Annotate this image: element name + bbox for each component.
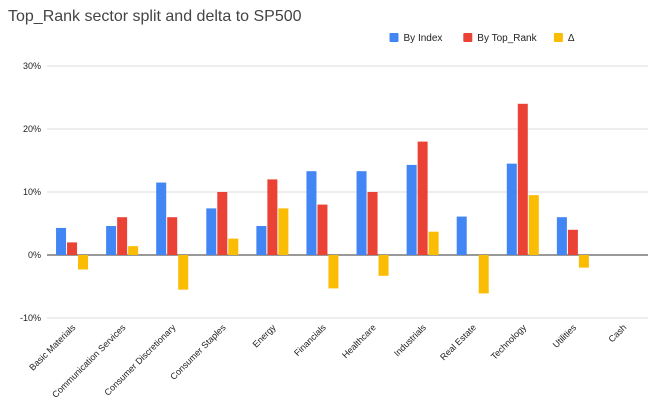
bar-delta-communication-services [128, 246, 139, 255]
legend-label: By Top_Rank [477, 33, 537, 44]
bar-by-top-rank-consumer-staples [217, 192, 228, 255]
x-tick-label: Consumer Staples [168, 322, 228, 382]
bar-by-top-rank-industrials [417, 141, 428, 255]
y-tick-label: 30% [23, 61, 41, 71]
bar-by-top-rank-basic-materials [67, 242, 78, 255]
x-tick-label: Healthcare [340, 322, 378, 360]
bar-delta-healthcare [378, 255, 389, 276]
bar-by-index-utilities [556, 217, 567, 255]
bar-delta-energy [278, 208, 289, 255]
bar-delta-utilities [578, 255, 589, 268]
bar-by-top-rank-financials [317, 204, 328, 255]
bar-by-index-real-estate [456, 216, 467, 255]
x-tick-label: Industrials [392, 322, 428, 358]
bar-group-consumer-discretionary [156, 182, 189, 290]
bar-group-industrials [406, 141, 439, 255]
x-tick-label: Basic Materials [27, 322, 78, 373]
bar-group-consumer-staples [206, 192, 239, 255]
legend-label: By Index [404, 33, 443, 44]
bar-by-index-energy [256, 226, 267, 255]
bar-by-index-industrials [406, 164, 417, 255]
bar-by-top-rank-technology [517, 103, 528, 255]
bar-group-healthcare [356, 171, 389, 276]
legend-label: Δ [568, 33, 575, 44]
bar-by-index-technology [506, 163, 517, 255]
bar-by-top-rank-consumer-discretionary [167, 217, 178, 255]
legend-swatch [463, 33, 473, 42]
bar-by-top-rank-utilities [567, 229, 578, 255]
x-tick-label: Real Estate [438, 322, 478, 362]
bar-delta-basic-materials [78, 255, 89, 270]
legend-swatch [553, 33, 563, 42]
legend: By Index By Top_Rank Δ [389, 33, 575, 44]
bar-group-technology [506, 103, 539, 255]
x-tick-label: Technology [489, 322, 529, 362]
x-tick-label: Financials [292, 322, 328, 358]
y-tick-label: -10% [20, 313, 41, 323]
bar-delta-financials [328, 255, 339, 289]
bar-by-index-healthcare [356, 171, 367, 255]
bar-group-utilities [556, 217, 589, 268]
bar-group-communication-services [106, 217, 139, 255]
bar-delta-consumer-staples [228, 238, 239, 255]
bar-delta-consumer-discretionary [178, 255, 189, 290]
legend-item-delta: Δ [553, 33, 575, 44]
bar-group-energy [256, 179, 289, 255]
chart-title: Top_Rank sector split and delta to SP500 [8, 8, 302, 25]
bars-layer [56, 103, 589, 294]
bar-delta-real-estate [478, 255, 489, 294]
x-tick-label: Utilities [551, 322, 579, 350]
legend-item-by-top-rank: By Top_Rank [463, 33, 538, 44]
legend-item-by-index: By Index [389, 33, 443, 44]
legend-swatch [389, 33, 399, 42]
bar-group-financials [306, 171, 339, 289]
bar-by-index-financials [306, 171, 317, 255]
bar-by-index-basic-materials [56, 227, 67, 255]
bar-by-index-consumer-staples [206, 208, 217, 255]
bar-group-real-estate [456, 216, 489, 294]
grid-layer [47, 65, 648, 319]
bar-group-basic-materials [56, 227, 89, 270]
x-tick-label: Energy [251, 322, 279, 350]
bar-by-top-rank-healthcare [367, 192, 378, 255]
bar-by-index-consumer-discretionary [156, 182, 167, 255]
y-tick-label: 20% [23, 124, 41, 134]
y-tick-label: 0% [28, 250, 41, 260]
bar-by-top-rank-communication-services [117, 217, 128, 255]
x-tick-label: Cash [606, 322, 628, 344]
bar-by-top-rank-energy [267, 179, 278, 255]
bar-delta-technology [528, 195, 539, 255]
bar-delta-industrials [428, 231, 439, 255]
bar-by-index-communication-services [106, 226, 117, 255]
y-tick-label: 10% [23, 187, 41, 197]
